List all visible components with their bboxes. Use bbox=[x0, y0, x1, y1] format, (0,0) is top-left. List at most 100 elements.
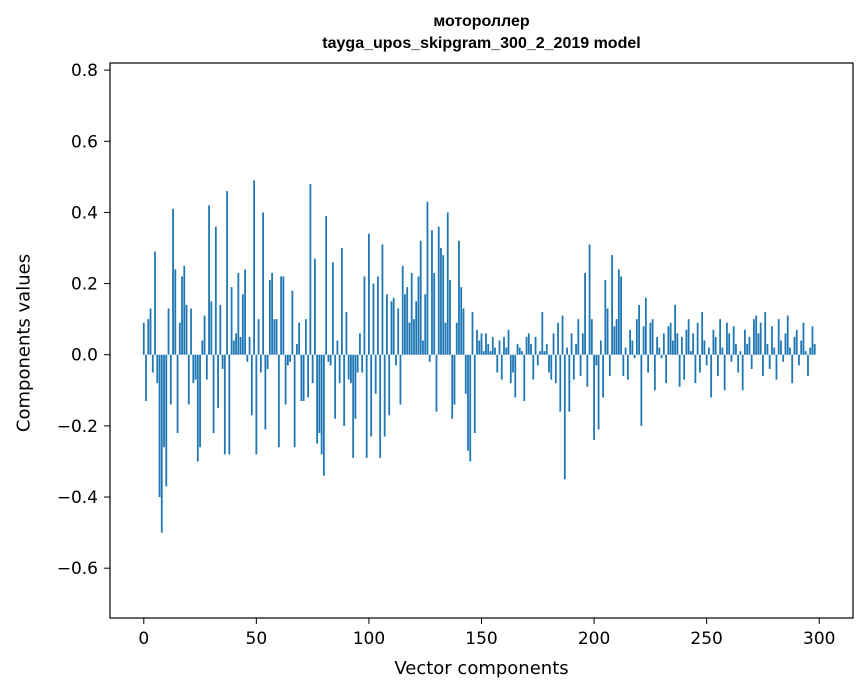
bar bbox=[289, 354, 292, 362]
bar bbox=[753, 319, 755, 355]
bar bbox=[777, 319, 780, 355]
bar bbox=[782, 354, 785, 362]
bar bbox=[223, 354, 226, 455]
bar bbox=[183, 265, 186, 355]
bar bbox=[327, 354, 330, 362]
bar bbox=[739, 351, 742, 355]
bar bbox=[489, 351, 492, 355]
bar bbox=[437, 226, 440, 355]
bar bbox=[633, 354, 636, 359]
bar bbox=[523, 354, 526, 401]
bar bbox=[757, 333, 760, 355]
bar bbox=[750, 354, 753, 369]
bar bbox=[775, 354, 778, 380]
bar bbox=[404, 294, 406, 355]
bar bbox=[422, 340, 424, 355]
bar bbox=[550, 354, 553, 380]
y-tick-label: 0.6 bbox=[71, 132, 98, 152]
bar bbox=[264, 354, 267, 430]
bar bbox=[268, 280, 271, 355]
bar bbox=[525, 336, 528, 355]
bar bbox=[316, 354, 319, 444]
bar bbox=[507, 329, 510, 355]
bar bbox=[766, 344, 769, 355]
bar bbox=[561, 315, 564, 355]
bar bbox=[300, 354, 303, 401]
bar bbox=[228, 354, 231, 455]
bar bbox=[453, 354, 456, 405]
bar bbox=[597, 354, 600, 430]
bar bbox=[606, 308, 609, 355]
bar bbox=[210, 301, 213, 355]
y-tick-label: 0.8 bbox=[71, 61, 98, 81]
x-tick-label: 300 bbox=[803, 629, 835, 649]
bar bbox=[154, 251, 156, 355]
bar bbox=[768, 354, 771, 369]
bar bbox=[487, 344, 490, 355]
bar bbox=[622, 354, 625, 377]
bar bbox=[406, 287, 409, 355]
bar bbox=[593, 354, 595, 441]
bar bbox=[201, 340, 204, 355]
y-tick-label: 0.4 bbox=[71, 203, 98, 223]
bar bbox=[491, 336, 494, 355]
bar bbox=[613, 326, 616, 355]
bar bbox=[259, 354, 262, 373]
bar bbox=[329, 354, 332, 366]
bar bbox=[262, 212, 264, 355]
bar bbox=[232, 340, 235, 355]
bar bbox=[386, 294, 388, 355]
bar bbox=[514, 354, 517, 398]
bar bbox=[322, 354, 325, 476]
bar bbox=[748, 336, 751, 355]
bar bbox=[811, 326, 814, 355]
bar bbox=[214, 226, 217, 355]
bar bbox=[671, 340, 674, 355]
bar bbox=[723, 354, 726, 391]
bar bbox=[717, 354, 719, 377]
bar bbox=[217, 354, 219, 409]
bar bbox=[156, 354, 159, 384]
bar bbox=[608, 354, 611, 377]
bar bbox=[469, 354, 472, 462]
bar bbox=[219, 304, 222, 355]
bar bbox=[381, 244, 384, 355]
bar bbox=[631, 340, 634, 355]
bar bbox=[383, 354, 386, 437]
bar bbox=[629, 329, 631, 355]
bar bbox=[651, 319, 654, 355]
bar bbox=[334, 354, 337, 419]
bar bbox=[442, 255, 445, 355]
bar bbox=[271, 272, 274, 355]
bar bbox=[581, 333, 584, 355]
bar bbox=[298, 322, 301, 355]
bar bbox=[417, 276, 420, 355]
bar bbox=[151, 354, 154, 373]
bar bbox=[415, 301, 418, 355]
bar bbox=[354, 354, 357, 419]
bar bbox=[467, 354, 469, 451]
bar bbox=[728, 333, 731, 355]
bar bbox=[244, 269, 246, 355]
bar bbox=[617, 269, 620, 355]
bar bbox=[365, 354, 368, 458]
bar bbox=[282, 276, 285, 355]
bar bbox=[149, 308, 152, 355]
bar bbox=[311, 354, 314, 384]
bar bbox=[712, 329, 715, 355]
bar bbox=[377, 276, 379, 355]
bar bbox=[248, 336, 251, 355]
bar bbox=[496, 354, 499, 373]
bar bbox=[566, 347, 568, 355]
bar bbox=[584, 272, 586, 355]
bar bbox=[611, 255, 613, 355]
bar bbox=[374, 354, 377, 394]
bar bbox=[230, 287, 233, 355]
bar bbox=[320, 354, 323, 455]
bar bbox=[653, 354, 656, 391]
bar bbox=[266, 354, 269, 369]
bar bbox=[791, 354, 794, 384]
bar bbox=[793, 336, 796, 355]
bar bbox=[302, 354, 305, 401]
